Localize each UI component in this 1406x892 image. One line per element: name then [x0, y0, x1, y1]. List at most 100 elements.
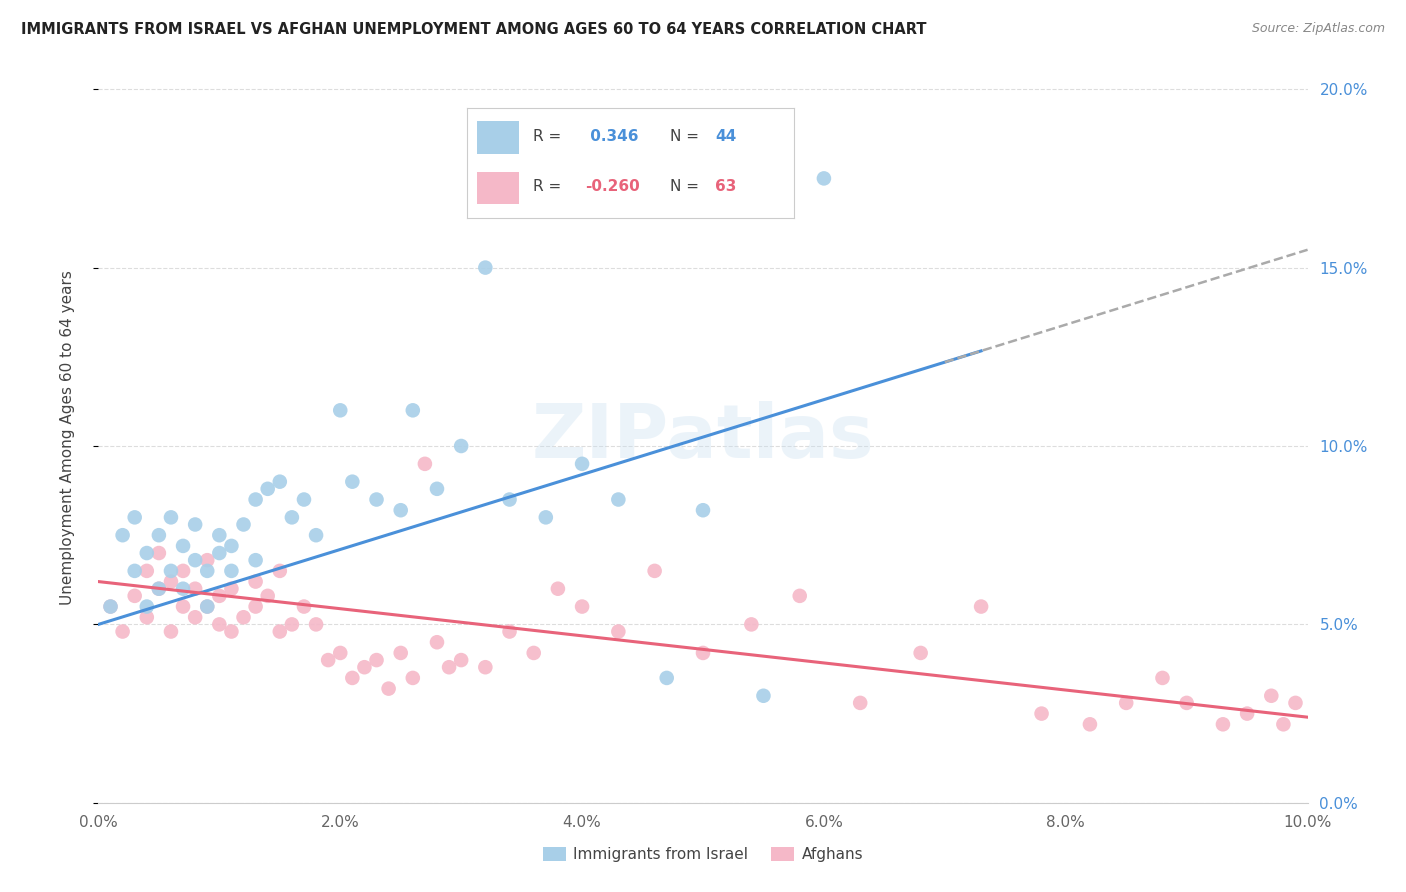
- Point: [571, 457, 593, 471]
- Point: [644, 564, 666, 578]
- Point: [692, 503, 714, 517]
- Point: [281, 510, 304, 524]
- Point: [111, 528, 134, 542]
- Point: [124, 564, 146, 578]
- Point: [208, 528, 231, 542]
- Point: [269, 564, 291, 578]
- Point: [195, 599, 218, 614]
- Point: [135, 546, 157, 560]
- Point: [184, 582, 207, 596]
- Point: [292, 599, 315, 614]
- Point: [342, 671, 364, 685]
- Point: [692, 646, 714, 660]
- Point: [160, 574, 183, 589]
- Point: [655, 671, 678, 685]
- Point: [1152, 671, 1174, 685]
- Point: [148, 582, 170, 596]
- Point: [184, 553, 207, 567]
- Point: [160, 624, 183, 639]
- Point: [195, 599, 218, 614]
- Point: [474, 660, 496, 674]
- Point: [366, 492, 388, 507]
- Point: [195, 564, 218, 578]
- Point: [413, 457, 436, 471]
- Point: [195, 553, 218, 567]
- Text: Source: ZipAtlas.com: Source: ZipAtlas.com: [1251, 22, 1385, 36]
- Point: [450, 439, 472, 453]
- Point: [269, 624, 291, 639]
- Point: [607, 492, 630, 507]
- Text: ZIPatlas: ZIPatlas: [531, 401, 875, 474]
- Point: [269, 475, 291, 489]
- Point: [402, 403, 425, 417]
- Point: [245, 492, 267, 507]
- Point: [256, 589, 278, 603]
- Point: [752, 689, 775, 703]
- Point: [426, 635, 449, 649]
- Point: [245, 553, 267, 567]
- Point: [377, 681, 399, 696]
- Point: [316, 653, 339, 667]
- Point: [305, 617, 328, 632]
- Point: [208, 617, 231, 632]
- Point: [1260, 689, 1282, 703]
- Point: [426, 482, 449, 496]
- Point: [498, 624, 520, 639]
- Point: [232, 610, 254, 624]
- Point: [740, 617, 762, 632]
- Point: [172, 582, 194, 596]
- Point: [353, 660, 375, 674]
- Point: [148, 582, 170, 596]
- Point: [208, 546, 231, 560]
- Text: IMMIGRANTS FROM ISRAEL VS AFGHAN UNEMPLOYMENT AMONG AGES 60 TO 64 YEARS CORRELAT: IMMIGRANTS FROM ISRAEL VS AFGHAN UNEMPLO…: [21, 22, 927, 37]
- Point: [1236, 706, 1258, 721]
- Point: [221, 624, 243, 639]
- Point: [111, 624, 134, 639]
- Point: [135, 599, 157, 614]
- Point: [498, 492, 520, 507]
- Point: [184, 610, 207, 624]
- Point: [305, 528, 328, 542]
- Point: [1212, 717, 1234, 731]
- Point: [256, 482, 278, 496]
- Point: [450, 653, 472, 667]
- Point: [245, 599, 267, 614]
- Point: [221, 539, 243, 553]
- Point: [571, 599, 593, 614]
- Point: [172, 564, 194, 578]
- Point: [208, 589, 231, 603]
- Point: [221, 582, 243, 596]
- Point: [135, 564, 157, 578]
- Point: [607, 624, 630, 639]
- Point: [1078, 717, 1101, 731]
- Point: [232, 517, 254, 532]
- Point: [342, 475, 364, 489]
- Point: [148, 528, 170, 542]
- Point: [135, 610, 157, 624]
- Point: [124, 510, 146, 524]
- Point: [1175, 696, 1198, 710]
- Point: [172, 599, 194, 614]
- Point: [1272, 717, 1295, 731]
- Point: [910, 646, 932, 660]
- Point: [474, 260, 496, 275]
- Point: [221, 564, 243, 578]
- Point: [389, 503, 412, 517]
- Point: [172, 539, 194, 553]
- Point: [813, 171, 835, 186]
- Point: [402, 671, 425, 685]
- Point: [389, 646, 412, 660]
- Point: [100, 599, 122, 614]
- Point: [547, 582, 569, 596]
- Point: [245, 574, 267, 589]
- Point: [970, 599, 993, 614]
- Point: [1031, 706, 1053, 721]
- Point: [124, 589, 146, 603]
- Point: [100, 599, 122, 614]
- Point: [184, 517, 207, 532]
- Legend: Immigrants from Israel, Afghans: Immigrants from Israel, Afghans: [537, 841, 869, 868]
- Point: [1115, 696, 1137, 710]
- Point: [160, 510, 183, 524]
- Y-axis label: Unemployment Among Ages 60 to 64 years: Unemployment Among Ages 60 to 64 years: [60, 269, 75, 605]
- Point: [329, 646, 352, 660]
